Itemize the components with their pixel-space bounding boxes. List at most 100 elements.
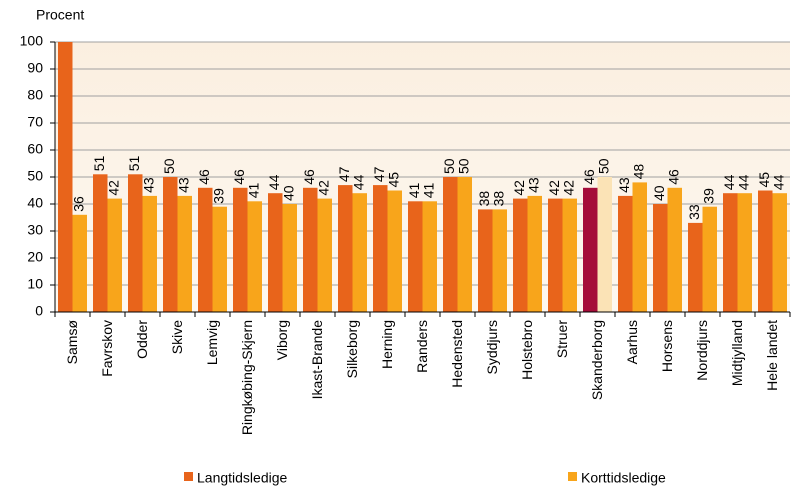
x-tick-label: Norddjurs bbox=[694, 320, 710, 381]
value-label: 39 bbox=[700, 188, 716, 204]
bar bbox=[527, 195, 542, 312]
value-label: 47 bbox=[336, 166, 352, 182]
bar bbox=[58, 42, 73, 312]
bar bbox=[282, 204, 297, 312]
bar bbox=[737, 193, 752, 312]
value-label: 41 bbox=[406, 183, 422, 199]
y-tick-label: 40 bbox=[27, 195, 43, 211]
value-label: 48 bbox=[630, 164, 646, 180]
y-tick-label: 50 bbox=[27, 168, 43, 184]
value-label: 44 bbox=[266, 174, 282, 190]
x-tick-label: Randers bbox=[414, 320, 430, 373]
value-label: 38 bbox=[476, 191, 492, 207]
bar bbox=[387, 190, 402, 312]
value-label: 41 bbox=[420, 183, 436, 199]
bar bbox=[548, 198, 563, 312]
bar bbox=[702, 206, 717, 312]
bar bbox=[268, 193, 283, 312]
y-tick-label: 60 bbox=[27, 141, 43, 157]
x-tick-label: Hedensted bbox=[449, 320, 465, 388]
bar bbox=[653, 204, 668, 312]
value-label: 42 bbox=[560, 180, 576, 196]
value-label: 44 bbox=[770, 174, 786, 190]
bar bbox=[758, 190, 773, 312]
x-tick-label: Skive bbox=[169, 320, 185, 354]
value-label: 45 bbox=[756, 172, 772, 188]
bar bbox=[373, 185, 388, 312]
value-label: 46 bbox=[196, 169, 212, 185]
x-tick-label: Hele landet bbox=[764, 320, 780, 391]
bar bbox=[352, 193, 367, 312]
x-tick-label: Ringkøbing-Skjern bbox=[239, 320, 255, 435]
value-label: 51 bbox=[126, 156, 142, 172]
value-label: 42 bbox=[105, 180, 121, 196]
bar bbox=[443, 177, 458, 312]
bar bbox=[422, 201, 437, 312]
x-tick-label: Odder bbox=[134, 320, 150, 359]
value-label: 50 bbox=[595, 158, 611, 174]
bar bbox=[72, 214, 87, 312]
value-label: 39 bbox=[210, 188, 226, 204]
bar bbox=[723, 193, 738, 312]
value-label: 43 bbox=[140, 177, 156, 193]
x-tick-label: Horsens bbox=[659, 320, 675, 372]
value-label: 36 bbox=[70, 196, 86, 212]
x-tick-label: Herning bbox=[379, 320, 395, 369]
value-label: 50 bbox=[441, 158, 457, 174]
value-label: 46 bbox=[665, 169, 681, 185]
bar bbox=[233, 187, 248, 312]
bar bbox=[492, 209, 507, 312]
bar bbox=[303, 187, 318, 312]
y-tick-label: 80 bbox=[27, 87, 43, 103]
bar bbox=[457, 177, 472, 312]
legend-swatch bbox=[184, 472, 193, 481]
x-tick-label: Silkeborg bbox=[344, 320, 360, 378]
value-label: 46 bbox=[581, 169, 597, 185]
value-label: 50 bbox=[161, 158, 177, 174]
y-tick-label: 30 bbox=[27, 222, 43, 238]
y-tick-label: 100 bbox=[20, 33, 44, 49]
bar bbox=[107, 198, 122, 312]
y-tick-label: 20 bbox=[27, 249, 43, 265]
bar bbox=[142, 195, 157, 312]
x-tick-label: Samsø bbox=[64, 320, 80, 365]
y-tick-label: 70 bbox=[27, 114, 43, 130]
value-label: 51 bbox=[91, 156, 107, 172]
bar bbox=[212, 206, 227, 312]
value-label: 38 bbox=[490, 191, 506, 207]
bar bbox=[667, 187, 682, 312]
value-label: 44 bbox=[735, 174, 751, 190]
x-tick-label: Holstebro bbox=[519, 320, 535, 380]
bar bbox=[583, 187, 598, 312]
bar bbox=[562, 198, 577, 312]
value-label: 50 bbox=[455, 158, 471, 174]
bar bbox=[772, 193, 787, 312]
legend-swatch bbox=[568, 472, 577, 481]
x-tick-label: Viborg bbox=[274, 320, 290, 360]
value-label: 42 bbox=[546, 180, 562, 196]
bar bbox=[618, 195, 633, 312]
x-tick-label: Struer bbox=[554, 320, 570, 358]
x-tick-label: Aarhus bbox=[624, 320, 640, 364]
bar bbox=[163, 177, 178, 312]
value-label: 45 bbox=[385, 172, 401, 188]
bar bbox=[408, 201, 423, 312]
value-label: 33 bbox=[686, 204, 702, 220]
value-label: 41 bbox=[245, 183, 261, 199]
value-label: 46 bbox=[301, 169, 317, 185]
legend-label: Korttidsledige bbox=[581, 470, 666, 486]
value-label: 40 bbox=[651, 185, 667, 201]
legend-label: Langtidsledige bbox=[197, 470, 288, 486]
bar bbox=[513, 198, 528, 312]
value-label: 43 bbox=[175, 177, 191, 193]
x-tick-label: Favrskov bbox=[99, 320, 115, 377]
bar bbox=[317, 198, 332, 312]
bar bbox=[198, 187, 213, 312]
value-label: 42 bbox=[511, 180, 527, 196]
bar bbox=[247, 201, 262, 312]
value-label: 43 bbox=[525, 177, 541, 193]
bar bbox=[128, 174, 143, 312]
bar bbox=[93, 174, 108, 312]
x-tick-label: Midtjylland bbox=[729, 320, 745, 386]
